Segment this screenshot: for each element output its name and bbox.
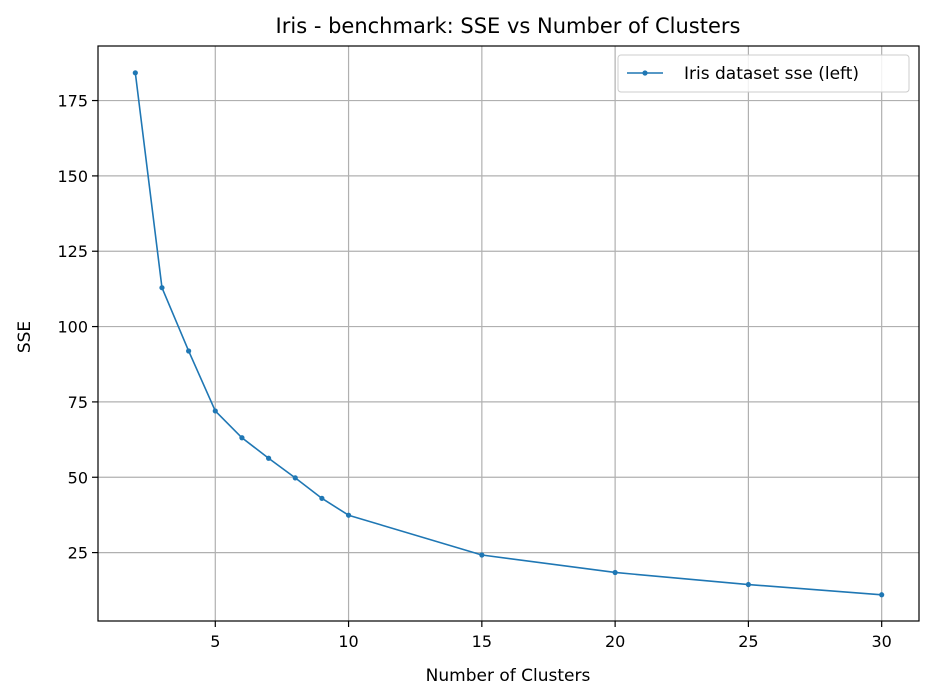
series-layer: [132, 70, 885, 598]
data-point: [292, 475, 298, 481]
y-tick-label: 150: [57, 167, 88, 186]
data-point: [479, 552, 485, 558]
x-tick-label: 15: [472, 632, 492, 651]
legend-series-marker: [642, 70, 648, 76]
y-axis-label: SSE: [15, 321, 35, 353]
data-point: [745, 581, 752, 588]
x-tick-label: 25: [738, 632, 758, 651]
y-tick-label: 125: [57, 242, 88, 261]
y-axis-ticks: 25 50 75 100 125 150 175: [57, 92, 98, 563]
y-tick-label: 25: [68, 544, 88, 563]
x-tick-label: 20: [605, 632, 625, 651]
data-point: [212, 408, 218, 414]
x-tick-label: 30: [872, 632, 892, 651]
x-axis-ticks: 5 10 15 20 25 30: [210, 621, 892, 651]
x-tick-label: 10: [338, 632, 358, 651]
data-point: [612, 569, 618, 576]
series-line: [134, 72, 882, 596]
data-point: [159, 285, 165, 291]
legend: Iris dataset sse (left): [617, 54, 910, 93]
y-tick-label: 75: [68, 393, 88, 412]
chart-title: Iris - benchmark: SSE vs Number of Clust…: [276, 14, 741, 38]
plot-area-frame: [97, 45, 920, 622]
data-point: [186, 348, 192, 354]
grid-lines: [98, 46, 919, 621]
data-point: [879, 592, 885, 598]
data-point: [345, 512, 352, 518]
legend-box: [617, 54, 910, 93]
data-point: [265, 455, 272, 461]
y-tick-label: 50: [68, 468, 88, 487]
x-tick-label: 5: [210, 632, 220, 651]
data-point: [239, 435, 245, 441]
data-point: [132, 70, 138, 76]
data-point: [319, 495, 325, 501]
x-axis-label: Number of Clusters: [426, 666, 591, 686]
y-tick-label: 100: [57, 318, 88, 337]
y-tick-label: 175: [57, 92, 88, 111]
legend-label: Iris dataset sse (left): [684, 64, 859, 84]
